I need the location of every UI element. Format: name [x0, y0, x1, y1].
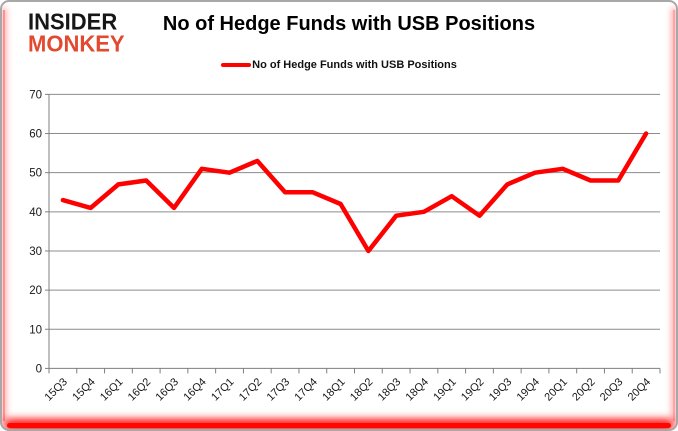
logo-text-insider: INSIDER — [28, 8, 118, 35]
x-axis-label: 17Q4 — [292, 376, 320, 404]
y-axis-label: 0 — [36, 363, 42, 375]
x-axis-label: 18Q4 — [404, 376, 432, 404]
y-axis-label: 50 — [29, 168, 42, 180]
insider-monkey-logo: INSIDER MONKEY — [28, 8, 125, 57]
y-axis-label: 40 — [29, 207, 42, 219]
x-axis-label: 20Q3 — [598, 376, 626, 404]
x-axis-label: 18Q1 — [320, 376, 348, 404]
x-axis-label: 20Q1 — [542, 376, 570, 404]
bottom-edge-glow — [7, 423, 671, 428]
left-edge-glow — [3, 10, 5, 421]
x-axis-label: 19Q4 — [515, 376, 543, 404]
y-axis-label: 30 — [29, 246, 42, 258]
x-axis-label: 20Q2 — [570, 376, 598, 404]
y-axis-label: 10 — [29, 324, 42, 336]
x-axis-label: 16Q4 — [181, 376, 209, 404]
y-axis-label: 70 — [29, 89, 42, 101]
x-axis-label: 16Q3 — [154, 376, 182, 404]
x-axis-label: 17Q1 — [209, 376, 237, 404]
legend-line-swatch — [221, 63, 252, 67]
x-axis-label: 17Q3 — [265, 376, 293, 404]
x-axis-label: 16Q2 — [126, 376, 154, 404]
x-axis-label: 18Q3 — [376, 376, 404, 404]
x-axis-label: 19Q3 — [487, 376, 515, 404]
data-series-line — [60, 131, 649, 254]
x-axis-label: 17Q2 — [237, 376, 265, 404]
x-axis-label: 16Q1 — [98, 376, 126, 404]
x-axis-label: 15Q3 — [42, 376, 70, 404]
logo-text-monkey: MONKEY — [28, 30, 125, 57]
y-axis-label: 60 — [29, 129, 42, 141]
legend: No of Hedge Funds with USB Positions — [2, 59, 676, 71]
x-axis-label: 20Q4 — [626, 376, 654, 404]
x-axis-label: 19Q2 — [459, 376, 487, 404]
right-edge-glow — [673, 10, 675, 421]
legend-label: No of Hedge Funds with USB Positions — [252, 59, 457, 71]
x-axis-label: 19Q1 — [431, 376, 459, 404]
x-axis-label: 18Q2 — [348, 376, 376, 404]
chart-title: No of Hedge Funds with USB Positions — [162, 13, 536, 35]
x-axis-label: 15Q4 — [70, 376, 98, 404]
y-axis-label: 20 — [29, 285, 42, 297]
